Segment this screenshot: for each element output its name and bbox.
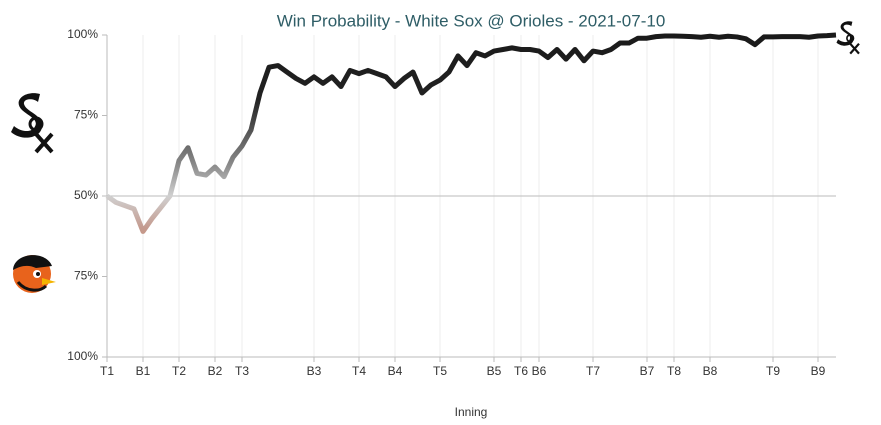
x-tick-label: T7 [586,364,600,378]
y-tick-label: 75% [74,108,98,122]
x-tick-label: B5 [487,364,502,378]
y-tick-label: 75% [74,269,98,283]
orioles-logo [13,255,56,293]
y-tick-label: 100% [67,349,98,363]
x-tick-label: B3 [307,364,322,378]
x-tick-label: T4 [352,364,366,378]
white-sox-logo [11,93,54,154]
x-tick-label: B1 [136,364,151,378]
white-sox-logo-small [836,21,860,55]
x-tick-label: T3 [235,364,249,378]
x-tick-label: B9 [811,364,826,378]
x-tick-label: B7 [640,364,655,378]
x-tick-label: T5 [433,364,447,378]
x-tick-label: B4 [388,364,403,378]
x-tick-label: T8 [667,364,681,378]
x-axis-label: Inning [455,405,488,419]
x-tick-label: T9 [766,364,780,378]
x-tick-label: T2 [172,364,186,378]
x-tick-label: B2 [208,364,223,378]
x-tick-label: T1 [100,364,114,378]
x-tick-label: B6 [532,364,547,378]
y-tick-label: 50% [74,188,98,202]
y-tick-label: 100% [67,27,98,41]
x-tick-label: B8 [703,364,718,378]
chart-title: Win Probability - White Sox @ Orioles - … [277,11,666,30]
win-probability-line [105,32,837,234]
x-tick-label: T6 [514,364,528,378]
